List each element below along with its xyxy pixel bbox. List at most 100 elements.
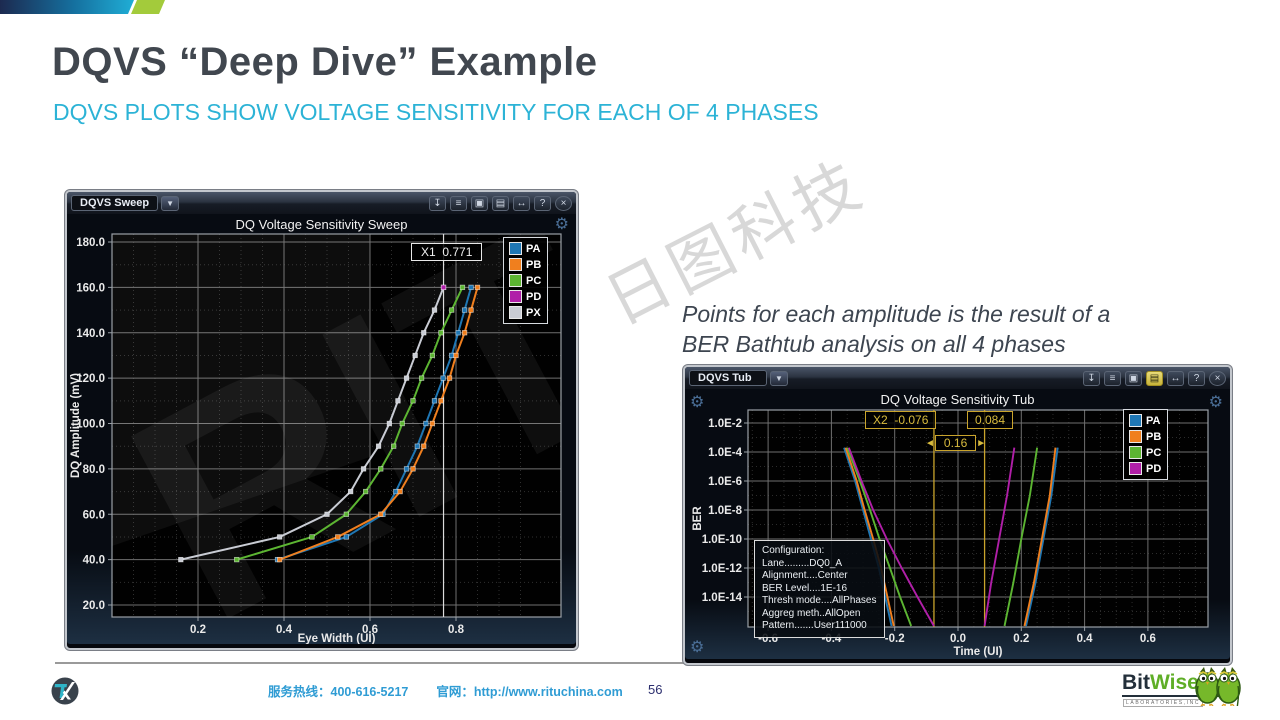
help-icon[interactable]: ? xyxy=(534,195,551,211)
resize-icon[interactable]: ↔ xyxy=(1167,370,1184,386)
gear-icon[interactable]: ⚙ xyxy=(554,216,569,233)
config-line: Configuration: xyxy=(762,545,825,556)
sweep-titlebar[interactable]: DQVS Sweep ▼ ↧ ≡ ▣ ▤ ↔? × xyxy=(67,192,576,214)
layers-icon[interactable]: ≡ xyxy=(450,195,467,211)
legend-label: PD xyxy=(526,290,542,303)
config-line: BER Level....1E-16 xyxy=(762,582,848,594)
print-icon[interactable]: ▤ xyxy=(1146,370,1163,386)
print-icon[interactable]: ▤ xyxy=(492,195,509,211)
owl-mascots-icon xyxy=(1194,666,1242,706)
bitwise-logo: BitWise LABORATORIES,INC xyxy=(1122,666,1241,710)
legend-label: PD xyxy=(1146,462,1162,475)
sweep-legend[interactable]: PA PB PC PD PX xyxy=(503,237,549,324)
footer-website[interactable]: 官网：http://www.rituchina.com xyxy=(436,685,623,699)
legend-swatch xyxy=(509,290,522,303)
svg-text:0.8: 0.8 xyxy=(448,624,465,636)
gear-icon[interactable]: ⚙ xyxy=(690,394,705,411)
sweep-cursor-readout: X1 0.771 xyxy=(411,243,483,261)
svg-text:1.0E-12: 1.0E-12 xyxy=(702,563,742,575)
svg-text:1.0E-2: 1.0E-2 xyxy=(708,418,742,430)
gear-icon[interactable]: ⚙ xyxy=(1208,394,1223,411)
svg-text:-0.2: -0.2 xyxy=(885,633,905,645)
legend-swatch xyxy=(509,258,522,271)
tub-toolbar: ↧ ≡ ▣ ▤ ↔? × xyxy=(1083,370,1226,386)
sweep-window-title: DQVS Sweep xyxy=(71,195,159,211)
config-line: Alignment....Center xyxy=(762,570,848,581)
svg-text:Time (UI): Time (UI) xyxy=(954,646,1003,658)
legend-item-pc[interactable]: PC xyxy=(1129,446,1161,459)
download-icon[interactable]: ↧ xyxy=(1083,370,1100,386)
help-icon[interactable]: ? xyxy=(1188,370,1205,386)
tub-cursor-readout-right: 0.084 xyxy=(967,411,1014,429)
image-icon[interactable]: ▣ xyxy=(1125,370,1142,386)
svg-text:BER: BER xyxy=(692,506,704,531)
note-line-1: Points for each amplitude is the result … xyxy=(682,301,1111,327)
svg-text:60.0: 60.0 xyxy=(83,509,105,521)
layers-icon[interactable]: ≡ xyxy=(1104,370,1121,386)
legend-swatch xyxy=(1129,414,1142,427)
sweep-dropdown-button[interactable]: ▼ xyxy=(161,195,180,211)
tub-cursor-readout-left: X2 -0.076 xyxy=(865,411,937,429)
resize-icon[interactable]: ↔ xyxy=(513,195,530,211)
note-text: Points for each amplitude is the result … xyxy=(682,299,1242,360)
tub-legend[interactable]: PA PB PC PD xyxy=(1123,409,1169,480)
svg-text:0.0: 0.0 xyxy=(950,633,966,645)
bitwise-sub: LABORATORIES,INC xyxy=(1123,699,1204,707)
page-number: 56 xyxy=(648,682,663,697)
footer-hotline: 服务热线：400-616-5217 xyxy=(268,685,409,699)
sweep-toolbar: ↧ ≡ ▣ ▤ ↔? × xyxy=(429,195,572,211)
legend-item-pd[interactable]: PD xyxy=(1129,462,1161,475)
legend-swatch xyxy=(509,306,522,319)
config-line: Lane.........DQ0_A xyxy=(762,557,843,569)
footer-contact: 服务热线：400-616-5217 官网：http://www.rituchina… xyxy=(268,681,651,700)
legend-swatch xyxy=(1129,446,1142,459)
legend-item-pa[interactable]: PA xyxy=(1129,414,1161,427)
page-subtitle: DQVS PLOTS SHOW VOLTAGE SENSITIVITY FOR … xyxy=(53,99,819,125)
tub-delta-value: 0.16 xyxy=(934,435,977,451)
download-icon[interactable]: ↧ xyxy=(429,195,446,211)
legend-item-pd[interactable]: PD xyxy=(509,290,541,303)
tub-window-title: DQVS Tub xyxy=(689,370,767,386)
page-title: DQVS “Deep Dive” Example xyxy=(52,40,598,84)
svg-text:80.0: 80.0 xyxy=(83,464,105,476)
tub-delta-readout: ◄ 0.16 ► xyxy=(925,435,986,451)
svg-text:Eye Width (UI): Eye Width (UI) xyxy=(298,633,376,644)
legend-label: PC xyxy=(1146,446,1162,459)
svg-text:100.0: 100.0 xyxy=(76,419,105,431)
tub-titlebar[interactable]: DQVS Tub ▼ ↧ ≡ ▣ ▤ ↔? × xyxy=(685,367,1230,389)
svg-text:DQ Amplitude (mV): DQ Amplitude (mV) xyxy=(70,373,82,478)
legend-swatch xyxy=(1129,430,1142,443)
legend-item-pb[interactable]: PB xyxy=(1129,430,1161,443)
rit-logo xyxy=(51,677,79,705)
svg-text:0.4: 0.4 xyxy=(1077,633,1094,645)
tub-config-box: Configuration: Lane.........DQ0_A Alignmen… xyxy=(754,540,885,638)
svg-text:140.0: 140.0 xyxy=(76,328,105,340)
svg-text:1.0E-8: 1.0E-8 xyxy=(708,505,742,517)
svg-text:0.4: 0.4 xyxy=(276,624,293,636)
gear-icon[interactable]: ⚙ xyxy=(690,639,705,656)
tub-body: DQ Voltage Sensitivity Tub ⚙ ⚙ ⚙ -0.6 -0.… xyxy=(685,389,1230,659)
legend-item-px[interactable]: PX xyxy=(509,306,541,319)
legend-swatch xyxy=(1129,462,1142,475)
legend-label: PA xyxy=(1146,414,1161,427)
legend-label: PC xyxy=(526,274,542,287)
bitwise-rule xyxy=(1122,695,1226,697)
legend-label: PA xyxy=(526,242,541,255)
note-line-2: BER Bathtub analysis on all 4 phases xyxy=(682,331,1066,358)
close-icon[interactable]: × xyxy=(555,195,572,211)
image-icon[interactable]: ▣ xyxy=(471,195,488,211)
legend-item-pb[interactable]: PB xyxy=(509,258,541,271)
tub-dropdown-button[interactable]: ▼ xyxy=(770,370,788,386)
close-icon[interactable]: × xyxy=(1209,370,1226,386)
arrow-left-icon: ◄ xyxy=(925,437,935,449)
svg-text:40.0: 40.0 xyxy=(83,555,105,567)
legend-item-pc[interactable]: PC xyxy=(509,274,541,287)
bitwise-wise: Wise xyxy=(1150,671,1199,694)
top-accent-bar xyxy=(0,0,134,14)
dqvs-sweep-window: DQVS Sweep ▼ ↧ ≡ ▣ ▤ ↔? × DQ Voltage Sensitiv… xyxy=(65,190,578,650)
svg-text:120.0: 120.0 xyxy=(76,373,105,385)
legend-item-pa[interactable]: PA xyxy=(509,242,541,255)
bitwise-bit: Bit xyxy=(1122,671,1150,694)
svg-text:1.0E-4: 1.0E-4 xyxy=(708,447,742,459)
